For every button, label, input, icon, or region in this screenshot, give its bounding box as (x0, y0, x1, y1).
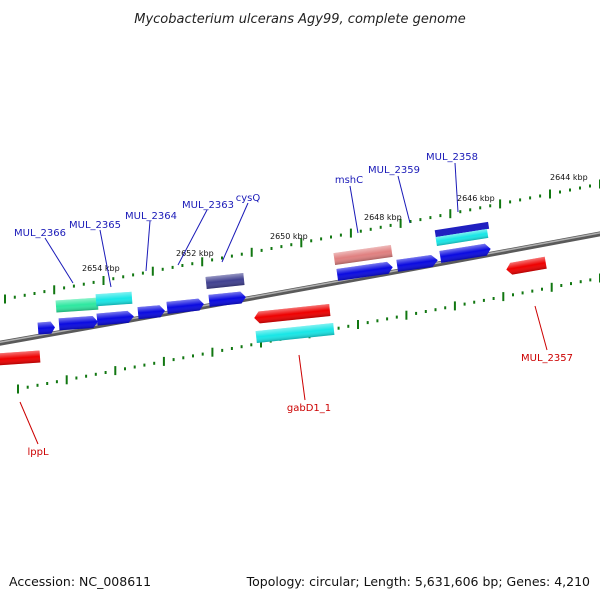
cds-arrow-mshc[interactable] (336, 261, 393, 281)
gene-label-mul2359[interactable]: MUL_2359 (368, 165, 420, 176)
feature-cyan-2358[interactable] (435, 228, 489, 247)
gene-label-mul2366[interactable]: MUL_2366 (14, 228, 66, 239)
cds-arrow-gabd1[interactable] (254, 304, 331, 324)
feature-cyan-gabd1[interactable] (255, 322, 335, 344)
gene-label-gabd1[interactable]: gabD1_1 (287, 403, 331, 414)
feature-green[interactable] (55, 297, 99, 313)
gene-label-mul2363[interactable]: MUL_2363 (182, 200, 234, 211)
feature-pink-mshc[interactable] (333, 245, 393, 265)
gene-label-mul2358[interactable]: MUL_2358 (426, 152, 478, 163)
genome-backbone (0, 231, 600, 346)
outer-tick-ring (4, 179, 600, 304)
cds-arrow-mul2364[interactable] (137, 305, 166, 320)
map-title: Mycobacterium ulcerans Agy99, complete g… (134, 12, 466, 27)
accession-text: Accession: NC_008611 (9, 574, 151, 589)
tick-label-2650: 2650 kbp (270, 232, 308, 241)
feature-cyan-2365[interactable] (95, 291, 133, 307)
gene-label-cysq[interactable]: cysQ (236, 193, 261, 204)
gene-label-mshc[interactable]: mshC (335, 175, 363, 186)
tick-label-2652: 2652 kbp (176, 249, 214, 258)
tick-label-2646: 2646 kbp (457, 194, 495, 203)
cds-arrow-mul2366[interactable] (58, 315, 99, 331)
gene-label-mul2365[interactable]: MUL_2365 (69, 220, 121, 231)
feature-navy-cysq[interactable] (205, 273, 245, 289)
cds-arrow-mul2365[interactable] (96, 310, 135, 326)
gene-label-mul2364[interactable]: MUL_2364 (125, 211, 177, 222)
tick-label-2644: 2644 kbp (550, 173, 588, 182)
forward-leaders (44, 162, 459, 288)
cds-arrow-mul2367[interactable] (37, 321, 56, 335)
feature-navy-2358[interactable] (434, 221, 490, 238)
cds-arrow-mul2359[interactable] (396, 254, 438, 272)
cds-arrow-mul2363[interactable] (166, 298, 204, 314)
cds-arrow-cysq[interactable] (208, 291, 246, 307)
topology-text: Topology: circular; Length: 5,631,606 bp… (246, 574, 590, 589)
cds-arrow-mul2358[interactable] (439, 243, 491, 263)
tick-label-2654: 2654 kbp (82, 264, 120, 273)
cds-arrow-lppl[interactable] (0, 350, 41, 366)
gene-label-lppl[interactable]: lppL (27, 447, 48, 458)
cds-arrow-mul2357[interactable] (505, 256, 547, 276)
tick-label-2648: 2648 kbp (364, 213, 402, 222)
reverse-leaders (19, 305, 548, 445)
gene-label-mul2357[interactable]: MUL_2357 (521, 353, 573, 364)
